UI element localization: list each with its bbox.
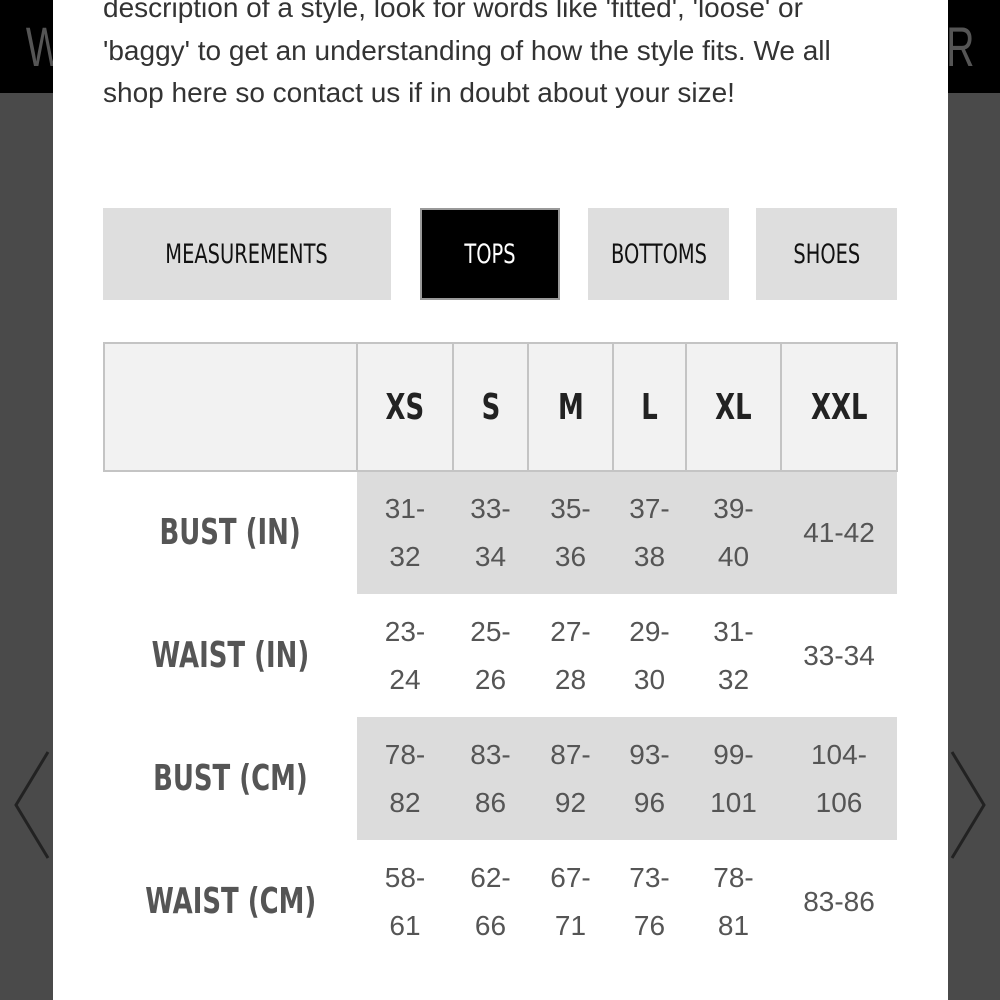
chevron-left-icon[interactable] — [10, 750, 50, 860]
tab-label: TOPS — [464, 238, 516, 270]
size-value-cell: 87- 92 — [528, 717, 613, 840]
size-value-cell: 93- 96 — [613, 717, 686, 840]
table-row: BUST (CM) 78- 82 83- 86 87- 92 93- 96 99- 101 104- 1… — [104, 717, 897, 840]
size-value-cell: 27- 28 — [550, 615, 591, 695]
size-value-cell: 73- 76 — [629, 861, 670, 941]
tab-measurements[interactable]: MEASUREMENTS — [103, 208, 391, 300]
size-value-cell: 33-34 — [803, 639, 875, 671]
table-row: BUST (IN) 31- 32 33- 34 35- 36 37- 38 39- 40 41-42 — [104, 471, 897, 594]
size-value-cell: 83-86 — [453, 717, 528, 840]
row-label: BUST (IN) — [159, 512, 302, 553]
size-header: XXL — [780, 342, 898, 472]
chevron-right-icon[interactable] — [950, 750, 990, 860]
header-empty-cell — [103, 342, 358, 472]
size-header: S — [452, 342, 529, 472]
tab-bottoms[interactable]: BOTTOMS — [588, 208, 729, 300]
table-row: WAIST (IN) 23- 24 25- 26 27- 28 29- 30 31- 32 33-34 — [104, 594, 897, 717]
row-label: BUST (CM) — [153, 757, 308, 799]
size-value-cell: 31- 32 — [713, 615, 754, 695]
size-header: L — [612, 342, 687, 472]
tab-label: SHOES — [793, 238, 860, 270]
tab-tops[interactable]: TOPS — [420, 208, 560, 300]
size-value-cell: 31- 32 — [357, 471, 453, 594]
size-header: M — [527, 342, 614, 472]
size-value-cell: 23- 24 — [384, 615, 426, 695]
size-value-cell: 62- 66 — [470, 861, 511, 941]
size-value-cell: 29- 30 — [629, 615, 670, 695]
size-value-cell: 78- 82 — [357, 717, 453, 840]
intro-text: description of a style, look for words l… — [103, 0, 831, 108]
size-guide-modal: description of a style, look for words l… — [53, 0, 948, 1000]
size-value-cell: 41-42 — [781, 471, 897, 594]
tab-shoes[interactable]: SHOES — [756, 208, 897, 300]
row-label: WAIST (IN) — [151, 634, 310, 676]
tab-label: BOTTOMS — [610, 238, 707, 270]
tab-label: MEASUREMENTS — [165, 238, 329, 270]
size-header: XL — [685, 342, 782, 472]
size-value-cell: 39- 40 — [686, 471, 781, 594]
size-header: XS — [356, 342, 454, 472]
size-header-row: XS S M L XL XXL — [103, 342, 898, 472]
size-value-cell: 83-86 — [803, 885, 875, 917]
size-value-cell: 35- 36 — [528, 471, 613, 594]
table-row: WAIST (CM) 58- 61 62- 66 67- 71 73- 76 78- 81 83-86 — [104, 840, 897, 963]
header-letter-right: R — [946, 15, 975, 78]
size-value-cell: 104- 106 — [781, 717, 897, 840]
row-label: WAIST (CM) — [144, 880, 316, 922]
size-value-cell: 78- 81 — [713, 861, 754, 941]
size-value-cell: 99- 101 — [686, 717, 781, 840]
size-value-cell: 37- 38 — [613, 471, 686, 594]
size-value-cell: 67- 71 — [550, 861, 591, 941]
size-value-cell: 33-34 — [453, 471, 528, 594]
size-value-cell: 58- 61 — [384, 861, 426, 941]
size-chart-table: XS S M L XL XXL BUST (IN) 31- 32 33- 34 35- 36… — [103, 342, 898, 963]
size-value-cell: 25- 26 — [470, 615, 511, 695]
